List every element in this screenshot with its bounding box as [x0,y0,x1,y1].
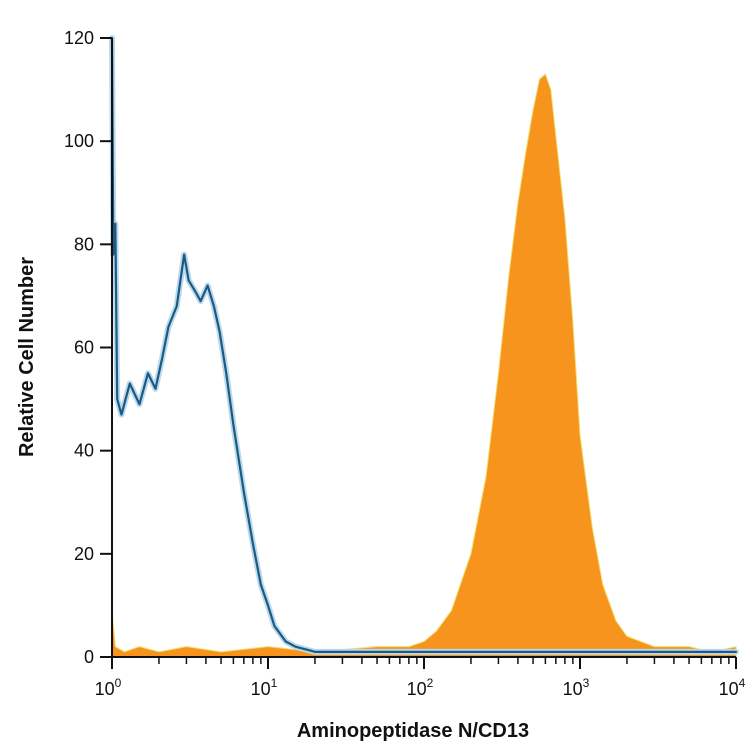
y-axis-tick-label: 80 [74,234,94,254]
x-axis-tick-label-base: 10 [251,679,271,699]
y-axis-tick-label: 120 [64,28,94,48]
x-axis-tick-label-exponent: 1 [271,676,278,690]
x-axis-tick-label-base: 10 [563,679,583,699]
x-axis-tick-label-exponent: 2 [427,676,434,690]
x-axis-tick-label: 101 [251,676,278,699]
x-axis-tick-label-base: 10 [407,679,427,699]
series-layer [109,35,739,658]
y-axis-tick-label: 100 [64,131,94,151]
x-axis-title: Aminopeptidase N/CD13 [297,720,529,742]
x-axis-tick-label: 100 [95,676,122,699]
series-1-line [110,36,738,653]
y-axis-title: Relative Cell Number [16,257,38,457]
x-axis-tick-label: 104 [719,676,746,699]
y-axis-tick-label: 0 [84,647,94,667]
x-axis-tick-label-exponent: 0 [115,676,122,690]
x-axis-tick-label-base: 10 [719,679,739,699]
x-axis-tick-label-exponent: 3 [583,676,590,690]
x-axis-tick-label: 102 [407,676,434,699]
x-axis-tick-label-exponent: 4 [739,676,746,690]
x-axis-tick-label-base: 10 [95,679,115,699]
y-axis-tick-label: 20 [74,544,94,564]
y-axis-tick-label: 60 [74,338,94,358]
series-0-filled-area [111,73,737,658]
series-1-shadow-line [109,35,739,655]
x-axis-tick-label: 103 [563,676,590,699]
y-axis-tick-label: 40 [74,441,94,461]
